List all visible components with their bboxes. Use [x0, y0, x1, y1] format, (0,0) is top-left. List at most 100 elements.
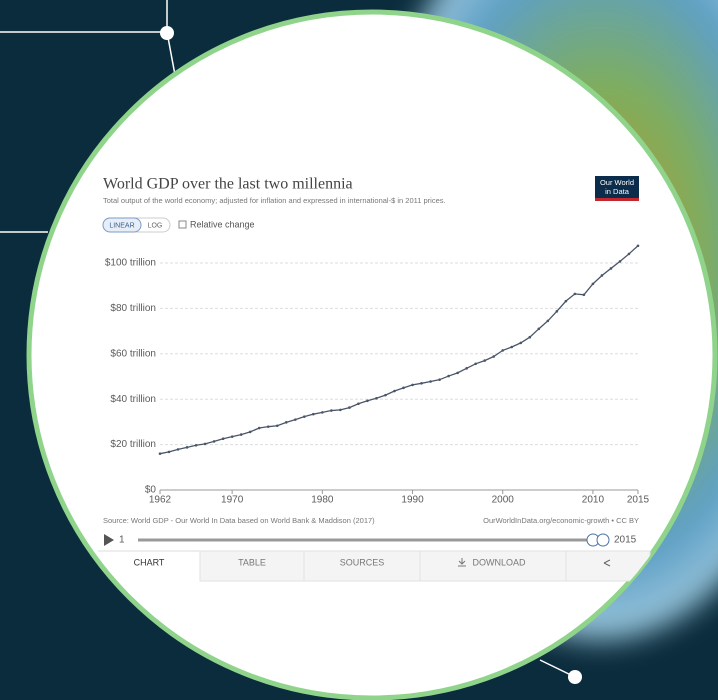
- source: Source: World GDP - Our World In Data ba…: [103, 516, 375, 525]
- share-icon: [603, 559, 611, 567]
- timeline-end: 2015: [614, 535, 637, 546]
- chart-card: World GDP over the last two millennia To…: [98, 176, 651, 582]
- point: [221, 437, 225, 440]
- point: [429, 380, 432, 383]
- tab-bar: CHART TABLE SOURCES DOWNLOAD: [98, 550, 651, 582]
- point: [185, 446, 189, 449]
- point: [528, 335, 532, 339]
- x-tick-label: 2015: [627, 495, 650, 506]
- point: [402, 386, 405, 390]
- point: [420, 382, 423, 385]
- point: [203, 442, 207, 446]
- connector-dot: [160, 26, 174, 40]
- frame-circle: [26, 9, 718, 700]
- point: [321, 411, 324, 414]
- timeline-handle[interactable]: [596, 533, 610, 547]
- x-tick-label: 1962: [149, 495, 172, 506]
- download-icon: [458, 558, 466, 567]
- x-tick-label: 1970: [221, 495, 244, 506]
- point: [411, 383, 414, 387]
- point: [537, 327, 541, 331]
- point: [519, 341, 523, 345]
- point: [438, 378, 441, 381]
- log-button[interactable]: LOG: [148, 222, 163, 229]
- point: [366, 399, 369, 403]
- point: [384, 393, 387, 397]
- logo-bar: [595, 198, 639, 201]
- point: [573, 292, 577, 296]
- point: [357, 402, 360, 406]
- point: [293, 418, 297, 421]
- tab[interactable]: CHART: [134, 557, 165, 567]
- y-tick-label: $20 trillion: [110, 439, 156, 450]
- point: [447, 374, 450, 378]
- point: [618, 260, 622, 263]
- point: [303, 415, 306, 418]
- tab[interactable]: TABLE: [238, 557, 266, 567]
- tab[interactable]: DOWNLOAD: [472, 557, 526, 567]
- point: [375, 396, 378, 400]
- point: [393, 389, 396, 393]
- linear-button[interactable]: [102, 217, 142, 233]
- share-tab[interactable]: [565, 550, 651, 582]
- point: [510, 345, 514, 349]
- y-tick-label: $0: [145, 485, 157, 496]
- tab-bg: [303, 550, 421, 582]
- point: [239, 433, 243, 436]
- point: [465, 367, 468, 370]
- point: [257, 426, 261, 430]
- linear-label: LINEAR: [109, 222, 134, 229]
- point: [330, 409, 333, 412]
- point: [176, 448, 180, 451]
- point: [627, 252, 631, 256]
- point: [474, 362, 477, 366]
- point: [194, 443, 198, 447]
- point: [348, 406, 351, 409]
- point: [591, 282, 595, 286]
- checkbox[interactable]: [178, 220, 187, 229]
- checkbox-label: Relative change: [190, 219, 255, 229]
- point: [483, 359, 486, 362]
- point: [609, 267, 613, 270]
- timeline-start: 1: [119, 535, 125, 546]
- point: [275, 424, 279, 428]
- line: [159, 245, 639, 455]
- plot: $0 $20 trillion $40 trillion $60 trillion $8…: [105, 244, 650, 506]
- point: [167, 450, 171, 454]
- chart-title: World GDP over the last two millennia: [103, 176, 353, 193]
- point: [456, 371, 459, 375]
- connector-dot: [568, 670, 582, 684]
- point: [564, 299, 568, 303]
- point: [212, 440, 216, 443]
- x-tick-label: 2000: [492, 495, 515, 506]
- license: OurWorldInData.org/economic-growth • CC …: [483, 516, 639, 525]
- x-tick-label: 2010: [582, 495, 605, 506]
- chart-subtitle: Total output of the world economy; adjus…: [103, 196, 446, 205]
- point: [266, 425, 270, 428]
- point: [501, 349, 505, 352]
- logo-text: in Data: [605, 187, 630, 196]
- point: [492, 355, 495, 358]
- y-tick-label: $100 trillion: [105, 258, 156, 269]
- point: [555, 310, 559, 313]
- point: [230, 435, 234, 438]
- logo[interactable]: [595, 176, 639, 201]
- play-button[interactable]: [104, 534, 114, 546]
- point: [339, 408, 342, 412]
- point: [600, 274, 604, 277]
- y-tick-label: $80 trillion: [110, 303, 156, 314]
- point: [636, 244, 640, 248]
- point: [284, 421, 288, 424]
- logo-text: Our World: [600, 178, 634, 187]
- tab-bg: [199, 550, 305, 582]
- point: [248, 430, 252, 434]
- point: [158, 452, 162, 455]
- y-tick-label: $40 trillion: [110, 394, 156, 405]
- x-tick-label: 1980: [311, 495, 334, 506]
- tab[interactable]: SOURCES: [340, 557, 385, 567]
- point: [312, 412, 315, 416]
- y-tick-label: $60 trillion: [110, 348, 156, 359]
- point: [582, 293, 586, 297]
